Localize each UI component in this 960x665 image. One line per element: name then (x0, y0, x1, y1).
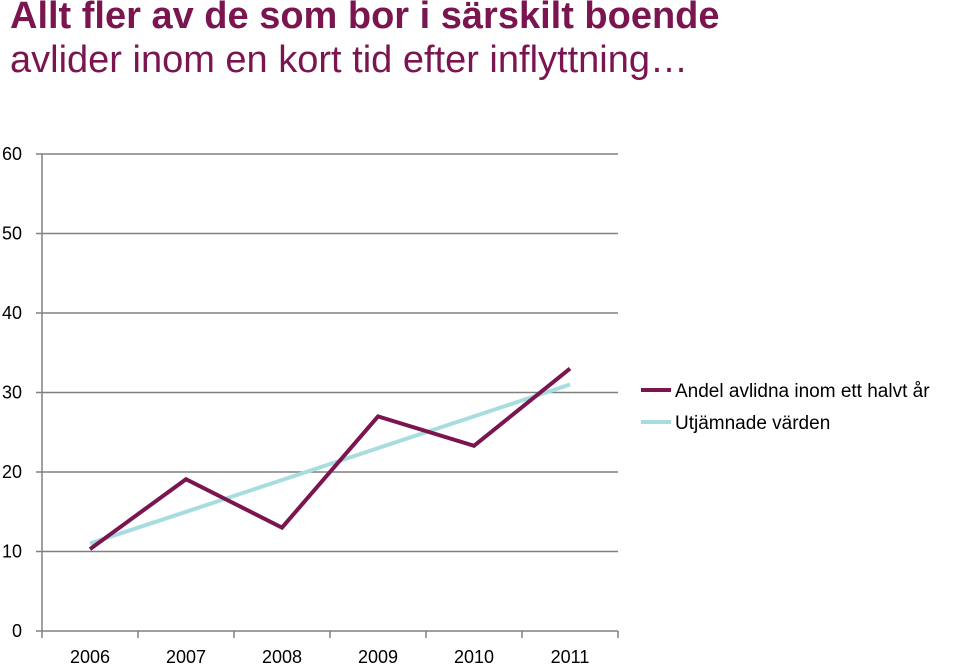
chart-title: Allt fler av de som bor i särskilt boend… (10, 0, 950, 82)
x-tick-label: 2010 (454, 647, 494, 665)
y-tick-label: 60 (2, 144, 22, 164)
y-tick-label: 40 (2, 303, 22, 323)
x-tick-label: 2009 (358, 647, 398, 665)
y-tick-label: 30 (2, 383, 22, 403)
chart-title-line-2: avlider inom en kort tid efter inflyttni… (10, 39, 688, 81)
x-tick-label: 2006 (70, 647, 110, 665)
x-axis: 2006 2007 2008 2009 2010 2011 (41, 631, 619, 665)
y-tick-label: 20 (2, 462, 22, 482)
series-line-1 (88, 367, 572, 551)
series-line-2 (89, 382, 571, 546)
chart-title-line-1: Allt fler av de som bor i särskilt boend… (10, 0, 720, 37)
y-tick-label: 50 (2, 224, 22, 244)
series-lines (88, 367, 572, 551)
y-axis: 0 10 20 30 40 50 60 (2, 144, 43, 641)
legend-label-1: Andel avlidna inom ett halvt år (675, 381, 930, 402)
x-tick-label: 2011 (551, 647, 590, 665)
x-tick-label: 2007 (166, 647, 206, 665)
gridlines (42, 153, 618, 632)
y-tick-label: 10 (2, 542, 22, 562)
x-tick-label: 2008 (262, 647, 302, 665)
legend: Andel avlidna inom ett halvt år Utjämnade… (641, 381, 930, 434)
y-tick-label: 0 (12, 621, 22, 641)
legend-label-2: Utjämnade värden (675, 413, 830, 434)
